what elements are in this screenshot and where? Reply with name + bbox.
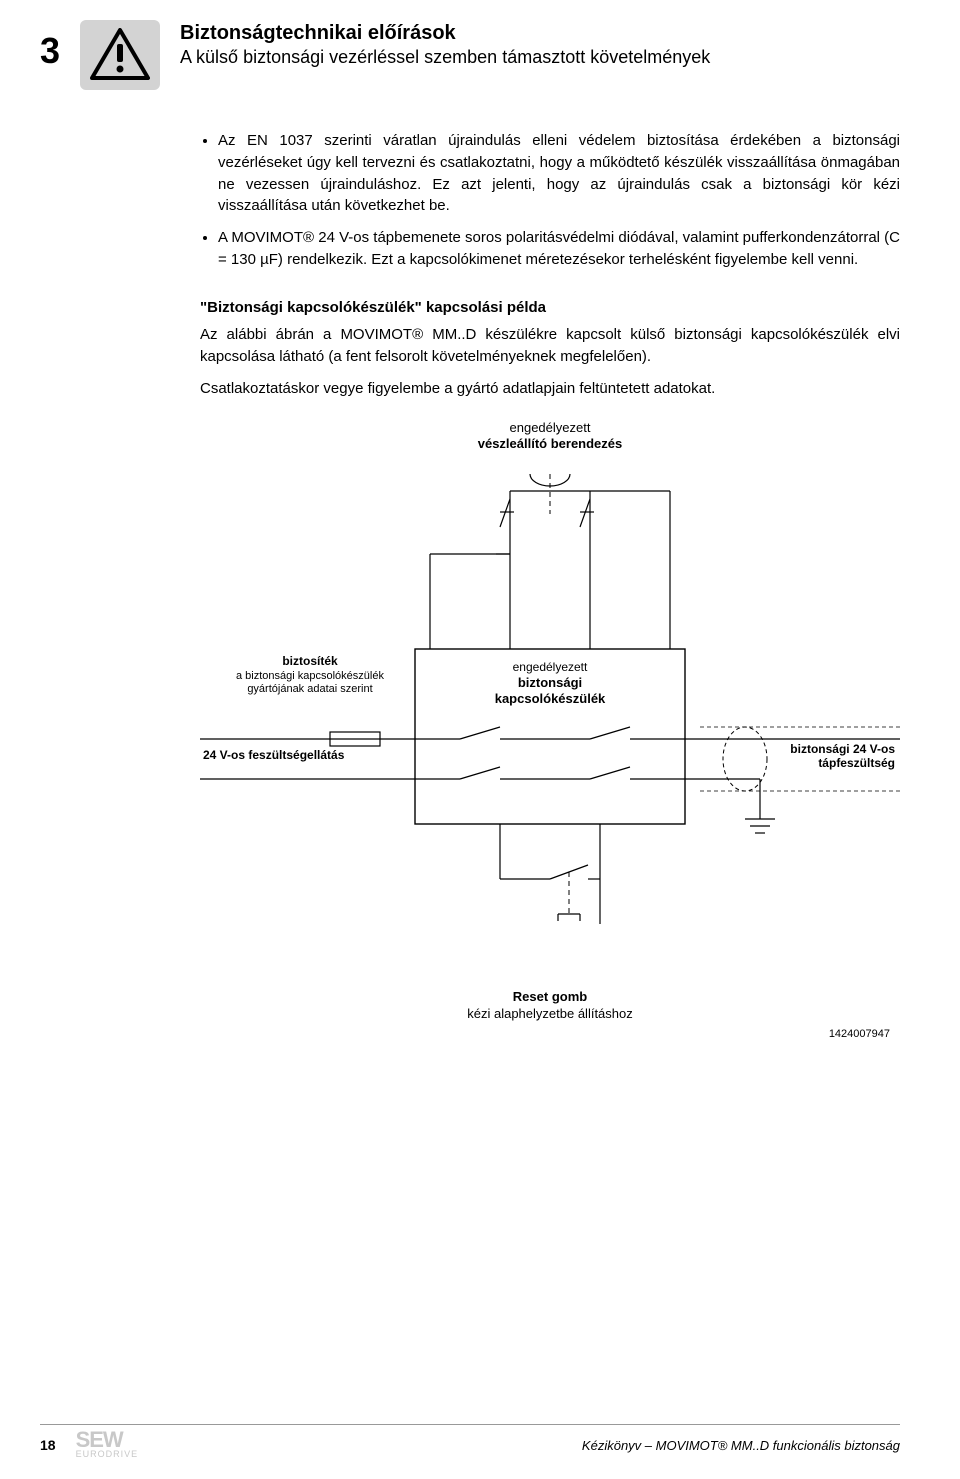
sew-logo: SEW EURODRIVE — [76, 1431, 139, 1459]
section-number: 3 — [40, 30, 60, 72]
diagram-fuse-label-3: gyártójának adatai szerint — [247, 683, 372, 695]
diagram-center-label-2: biztonsági — [518, 675, 582, 690]
figure-number: 1424007947 — [200, 1027, 890, 1043]
paragraph: Az alábbi ábrán a MOVIMOT® MM..D készülé… — [200, 324, 900, 368]
diagram-top-label-1: engedélyezett — [510, 420, 591, 435]
diagram-center-label-3: kapcsolókészülék — [495, 691, 606, 706]
logo-main-text: SEW — [76, 1431, 139, 1449]
wiring-diagram: engedélyezett vészleállító berendezés — [200, 420, 900, 1044]
diagram-bottom-label-2: kézi alaphelyzetbe állításhoz — [467, 1006, 633, 1021]
diagram-center-label-1: engedélyezett — [513, 660, 588, 674]
page-number: 18 — [40, 1437, 56, 1453]
diagram-bottom-label-1: Reset gomb — [513, 989, 587, 1004]
diagram-right-supply-2: tápfeszültség — [818, 756, 895, 770]
paragraph: Csatlakoztatáskor vegye figyelembe a gyá… — [200, 378, 900, 400]
bullet-item: Az EN 1037 szerinti váratlan újraindulás… — [218, 130, 900, 217]
header-title-1: Biztonságtechnikai előírások — [180, 22, 900, 45]
diagram-fuse-label-2: a biztonsági kapcsolókészülék — [236, 670, 384, 682]
footer-right-text: Kézikönyv – MOVIMOT® MM..D funkcionális … — [582, 1438, 900, 1453]
subsection-title: "Biztonsági kapcsolókészülék" kapcsolási… — [200, 297, 900, 319]
bullet-item: A MOVIMOT® 24 V-os tápbemenete soros pol… — [218, 227, 900, 271]
diagram-left-supply-label: 24 V-os feszültségellátás — [203, 748, 345, 762]
logo-sub-text: EURODRIVE — [76, 1449, 139, 1459]
diagram-right-supply-1: biztonsági 24 V-os — [790, 742, 895, 756]
warning-icon — [80, 20, 160, 90]
diagram-fuse-label-1: biztosíték — [282, 654, 338, 668]
diagram-svg: engedélyezett biztonsági kapcsolókészülé… — [200, 459, 900, 979]
header-title-2: A külső biztonsági vezérléssel szemben t… — [180, 47, 900, 68]
diagram-top-label-2: vészleállító berendezés — [478, 436, 623, 451]
